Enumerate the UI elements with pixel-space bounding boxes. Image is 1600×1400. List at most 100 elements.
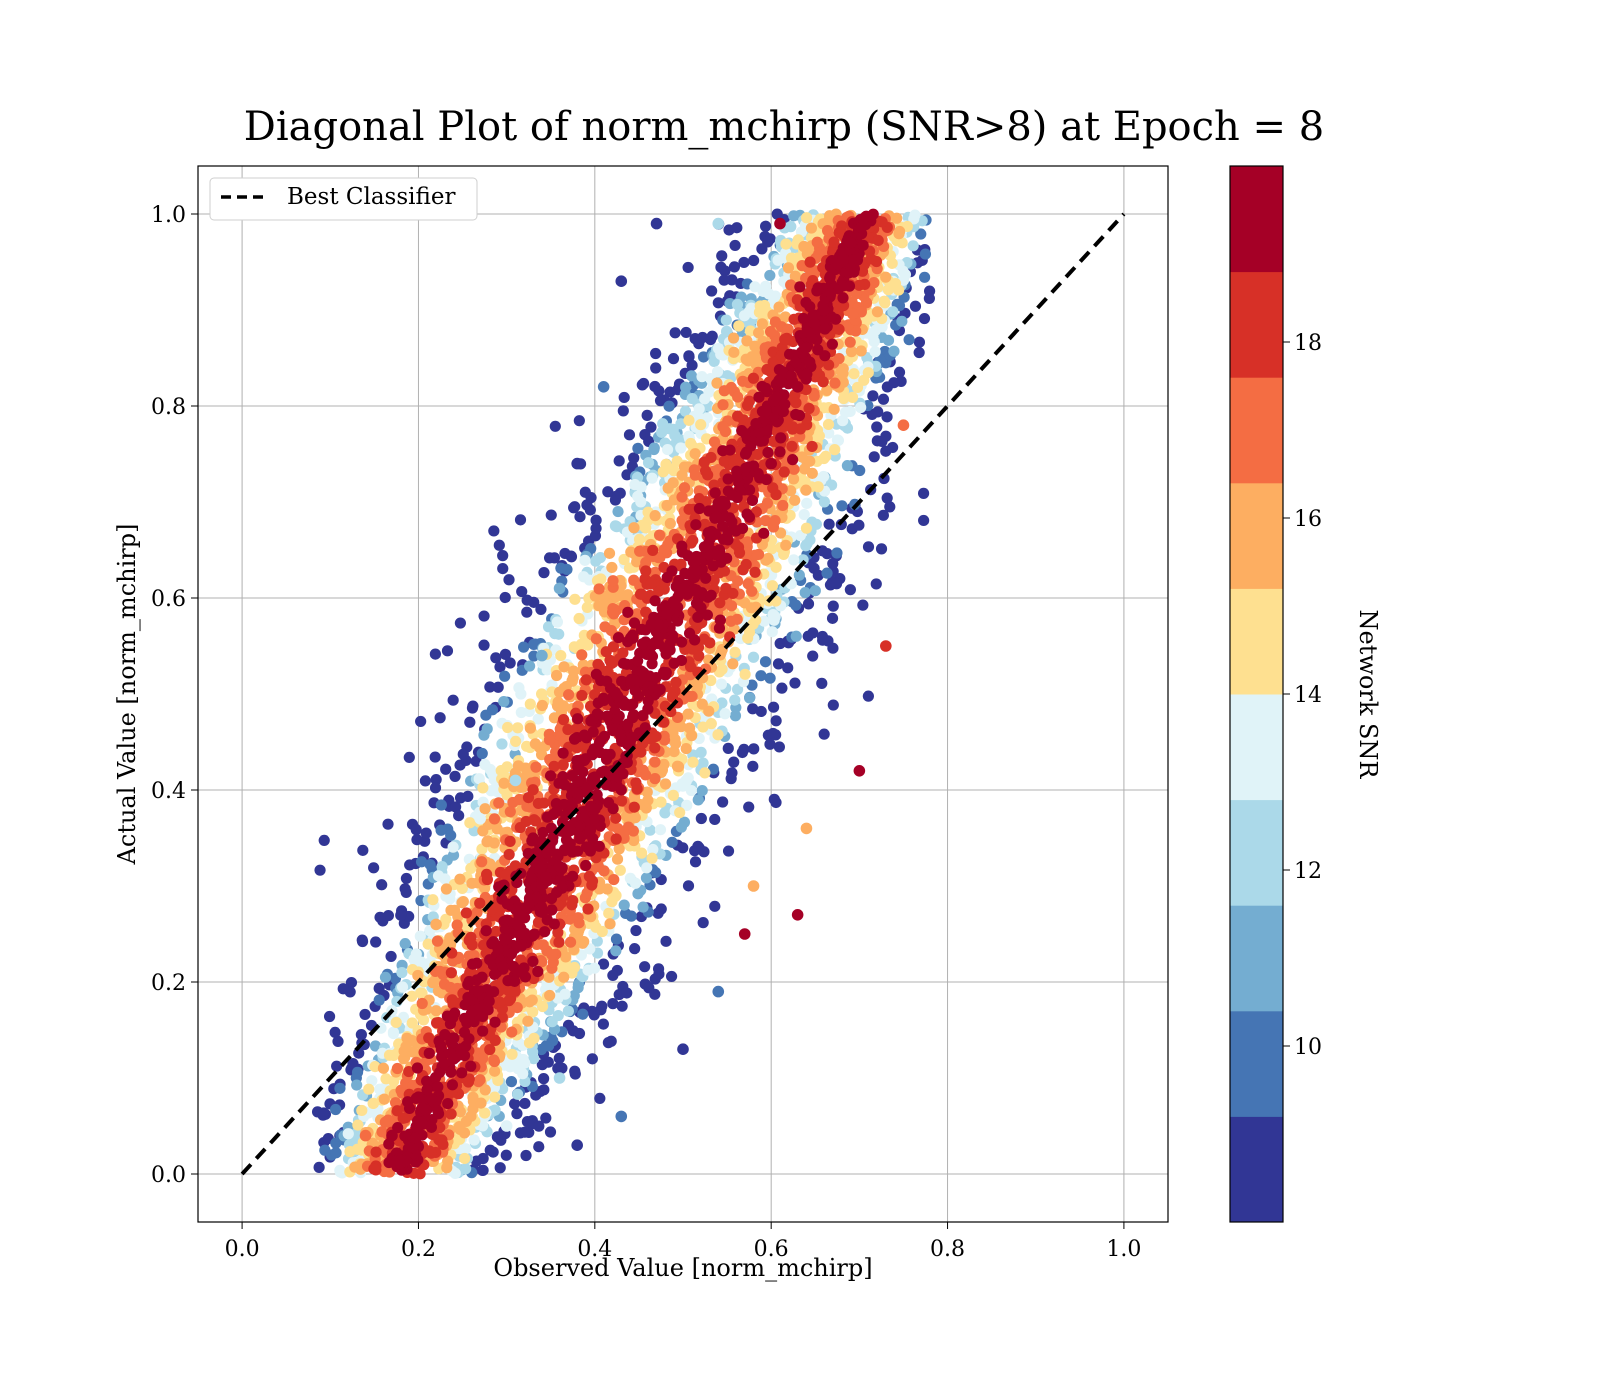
scatter-point: [670, 676, 682, 688]
scatter-point: [829, 444, 841, 456]
scatter-point: [918, 514, 930, 527]
scatter-point: [404, 859, 416, 871]
scatter-point: [649, 595, 661, 607]
scatter-point: [729, 239, 741, 252]
scatter-point: [913, 346, 925, 359]
scatter-point: [762, 236, 774, 248]
scatter-point: [500, 1149, 512, 1161]
scatter-point: [524, 660, 536, 672]
scatter-point: [776, 682, 788, 694]
scatter-point: [801, 368, 813, 380]
scatter-point: [573, 612, 585, 625]
scatter-point: [527, 784, 539, 796]
scatter-point: [499, 670, 511, 682]
scatter-point: [484, 1043, 496, 1056]
scatter-point: [746, 494, 759, 507]
scatter-point: [559, 988, 571, 1000]
scatter-point: [588, 962, 601, 974]
scatter-point: [855, 345, 867, 357]
scatter-point: [572, 982, 584, 994]
scatter-point: [490, 652, 502, 664]
scatter-point: [576, 689, 588, 702]
scatter-point: [572, 912, 584, 924]
scatter-point: [678, 482, 691, 494]
scatter-point: [766, 580, 779, 592]
scatter-point: [919, 248, 932, 260]
scatter-point: [545, 509, 557, 521]
scatter-point: [729, 710, 742, 722]
scatter-point: [828, 403, 840, 415]
scatter-point: [909, 300, 922, 312]
scatter-point: [611, 853, 624, 865]
scatter-point: [378, 1093, 390, 1105]
scatter-point: [419, 775, 431, 787]
scatter-point: [637, 710, 649, 722]
scatter-point: [778, 466, 790, 478]
scatter-point: [826, 338, 839, 350]
scatter-point: [352, 1119, 364, 1131]
scatter-point: [606, 896, 618, 908]
scatter-point: [827, 699, 839, 711]
scatter-point: [794, 529, 806, 542]
scatter-point: [400, 1040, 412, 1053]
scatter-point: [676, 636, 688, 648]
scatter-point: [703, 705, 715, 717]
scatter-point: [543, 552, 556, 564]
scatter-point: [395, 909, 407, 921]
scatter-point: [703, 386, 715, 398]
scatter-point: [621, 987, 633, 999]
scatter-point: [696, 371, 708, 383]
scatter-point: [645, 733, 657, 745]
scatter-point: [759, 515, 772, 527]
scatter-point: [653, 585, 665, 597]
scatter-point: [592, 861, 605, 873]
scatter-point: [789, 494, 801, 506]
scatter-point: [630, 924, 642, 937]
scatter-point: [870, 578, 882, 590]
scatter-point: [826, 612, 839, 624]
scatter-point: [909, 209, 921, 221]
scatter-point: [597, 958, 610, 970]
scatter-point: [727, 587, 739, 600]
scatter-point: [687, 756, 699, 768]
scatter-point: [331, 1060, 343, 1072]
scatter-point: [569, 593, 581, 605]
scatter-point: [616, 1000, 628, 1012]
scatter-point: [457, 748, 469, 760]
scatter-point: [539, 926, 551, 938]
scatter-point: [416, 997, 428, 1010]
scatter-point: [453, 810, 465, 822]
scatter-point: [607, 969, 619, 982]
scatter-point: [782, 262, 795, 274]
scatter-point: [802, 598, 815, 610]
scatter-point: [684, 722, 696, 734]
scatter-point: [601, 883, 613, 895]
scatter-point: [313, 1161, 325, 1173]
scatter-point: [887, 306, 899, 318]
scatter-point: [527, 955, 539, 968]
scatter-point: [618, 553, 630, 566]
scatter-point: [903, 334, 915, 346]
scatter-point: [747, 760, 759, 772]
scatter-point: [435, 824, 447, 836]
scatter-point: [838, 392, 850, 405]
scatter-point: [535, 603, 547, 616]
scatter-point: [680, 775, 692, 787]
scatter-point: [314, 864, 326, 876]
scatter-point: [459, 1152, 471, 1165]
scatter-point: [533, 1141, 545, 1153]
scatter-point: [479, 1084, 491, 1096]
scatter-point: [437, 1138, 449, 1150]
scatter-point: [538, 1084, 550, 1096]
scatter-point: [850, 288, 862, 300]
scatter-point: [653, 968, 665, 980]
scatter-point: [774, 446, 786, 458]
scatter-point: [344, 1146, 356, 1158]
scatter-point: [422, 938, 434, 950]
scatter-point: [586, 875, 599, 887]
scatter-point: [494, 1162, 506, 1174]
scatter-point: [724, 444, 736, 456]
scatter-point: [719, 708, 731, 720]
scatter-point: [831, 547, 843, 559]
scatter-point: [881, 492, 893, 504]
